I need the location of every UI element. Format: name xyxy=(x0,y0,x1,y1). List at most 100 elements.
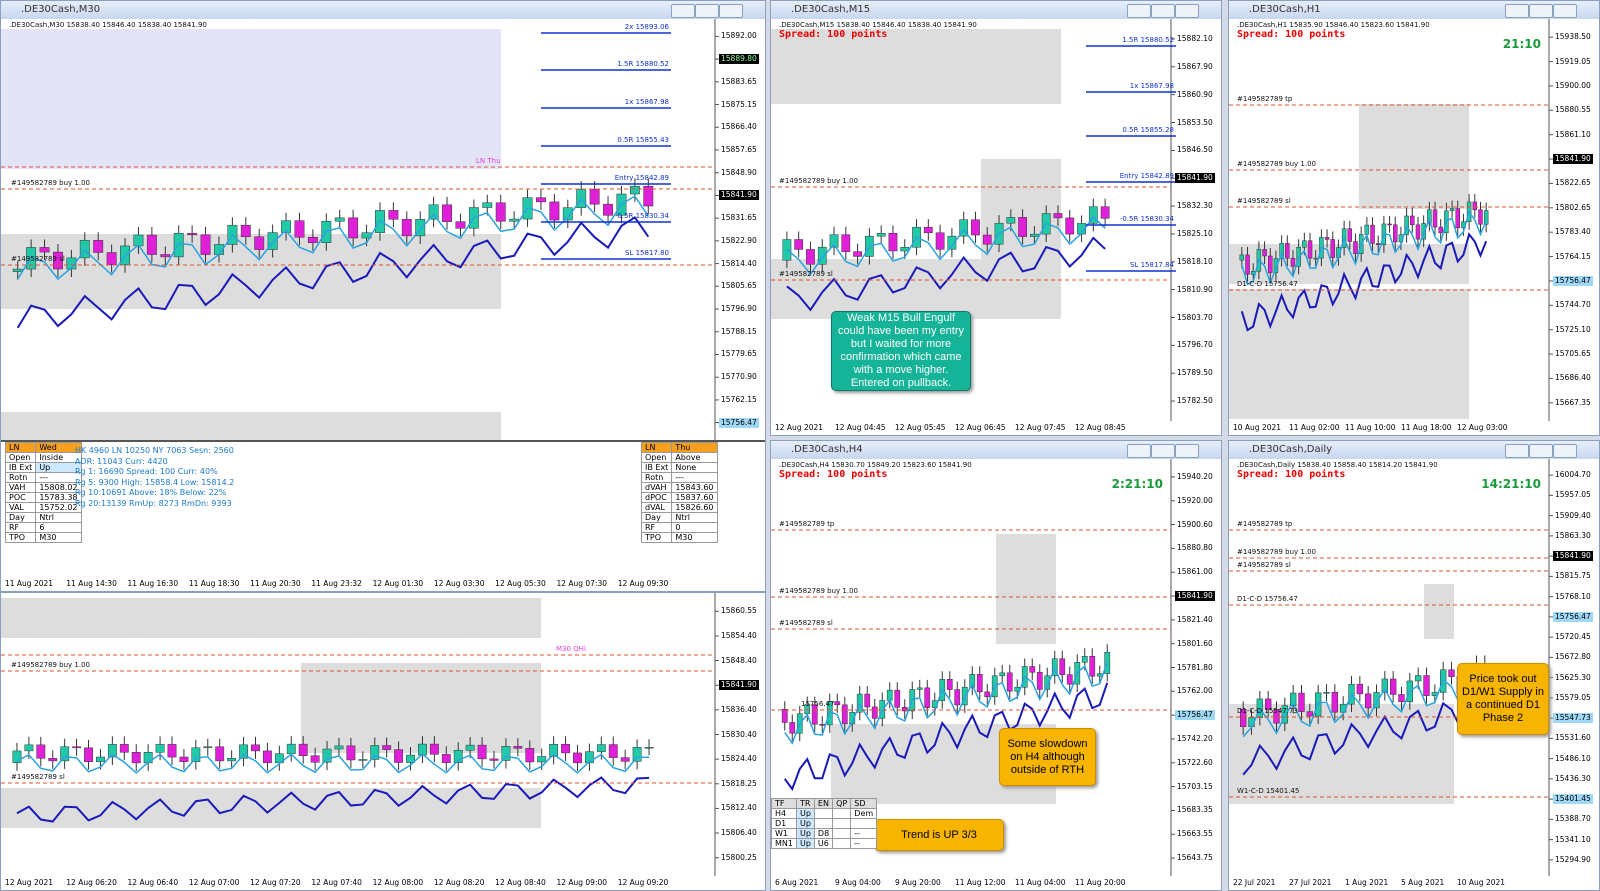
time-label: 12 Aug 03:30 xyxy=(433,579,485,588)
table-cell: -- xyxy=(850,838,878,849)
table-header-cell: QP xyxy=(832,798,852,809)
plot-graphics xyxy=(1229,459,1553,876)
level-label: Entry 15842.89 xyxy=(614,174,669,182)
level-label: SL 15817.84 xyxy=(1130,261,1174,269)
window-button[interactable] xyxy=(695,4,719,18)
window-button[interactable] xyxy=(1175,4,1199,18)
price-label: 15756.47 xyxy=(1553,611,1593,622)
price-label: 15900.60 xyxy=(1177,519,1213,529)
window-button[interactable] xyxy=(719,4,743,18)
price-label: 15848.40 xyxy=(721,655,757,665)
window-button[interactable] xyxy=(1529,444,1553,458)
table-cell: Day xyxy=(640,512,673,523)
time-label: 11 Aug 20:00 xyxy=(1075,878,1126,887)
moving-average xyxy=(16,776,650,823)
window-button[interactable] xyxy=(1553,4,1577,18)
time-label: 11 Aug 04:00 xyxy=(1015,878,1066,887)
stat-line: Rg 10:10691 Above: 18% Below: 22% xyxy=(75,488,227,497)
order-label: #149582789 buy 1.00 xyxy=(779,177,859,185)
price-label: 15841.90 xyxy=(719,190,759,201)
window-button[interactable] xyxy=(1529,4,1553,18)
candle-body xyxy=(644,746,654,749)
candle-body xyxy=(251,744,260,752)
table-cell: IB Ext xyxy=(4,462,37,473)
window-button[interactable] xyxy=(1151,444,1175,458)
level-label: 0.5R 15855.28 xyxy=(1122,126,1174,134)
candle-body xyxy=(267,232,278,250)
price-label: 15883.65 xyxy=(721,76,757,86)
table-row: D1 Up xyxy=(771,818,878,829)
candle-body xyxy=(215,746,225,762)
window-button[interactable] xyxy=(671,4,695,18)
candle-body xyxy=(187,233,198,236)
chart-window: 15860.55 15854.40 15848.40 15841.90 15836.40… xyxy=(0,592,766,891)
table-row: RF 0 xyxy=(640,522,718,533)
candle-body xyxy=(589,188,600,205)
candle-body xyxy=(307,237,318,243)
table-row: MN1 Up U6 -- xyxy=(771,838,878,849)
title-bar: .DE30Cash,M15 xyxy=(771,1,1221,19)
candle-body xyxy=(876,233,886,237)
price-label: 15860.55 xyxy=(721,606,757,616)
candle-body xyxy=(999,672,1006,677)
time-label: 12 Aug 09:30 xyxy=(617,579,669,588)
window-button[interactable] xyxy=(1505,4,1529,18)
window-button[interactable] xyxy=(1127,4,1151,18)
price-label: 15892.00 xyxy=(721,31,757,41)
zone xyxy=(996,534,1056,644)
table-cell: VAH xyxy=(4,482,37,493)
level-label: 1x 15867.98 xyxy=(624,98,669,106)
candle-body xyxy=(382,745,392,750)
candle-body xyxy=(1036,672,1043,690)
candle-body xyxy=(1088,206,1098,224)
candle-body xyxy=(1472,201,1478,211)
table-cell: IB Ext xyxy=(640,462,673,473)
candle-body xyxy=(946,679,953,690)
level-label: Entry 15842.89 xyxy=(1119,172,1174,180)
time-label: 12 Aug 07:00 xyxy=(188,878,240,887)
table-row: VAH 15808.02 xyxy=(4,482,82,493)
window-button[interactable] xyxy=(1151,4,1175,18)
order-label: #149582789 sl xyxy=(1237,197,1291,205)
table-cell: Day xyxy=(4,512,37,523)
candle-body xyxy=(1323,692,1330,694)
time-label: 12 Aug 06:40 xyxy=(127,878,179,887)
candle-body xyxy=(900,246,910,252)
candle-body xyxy=(79,240,90,259)
window-button[interactable] xyxy=(1553,444,1577,458)
time-label: 12 Aug 03:00 xyxy=(1457,423,1508,432)
plot-graphics xyxy=(1229,19,1553,421)
candle-body xyxy=(513,746,523,749)
candle-body xyxy=(1410,215,1415,226)
candle-body xyxy=(254,236,265,250)
time-label: 10 Aug 2021 xyxy=(1233,423,1282,432)
price-label: 15667.35 xyxy=(1555,397,1591,407)
zone xyxy=(1,412,501,440)
candle-body xyxy=(167,744,177,758)
plot-area: .DE30Cash,M30 15838.40 15846.40 15838.40… xyxy=(1,19,765,440)
price-label: 15756.47 xyxy=(719,417,759,428)
window-button[interactable] xyxy=(1127,444,1151,458)
candle-body xyxy=(262,750,272,764)
candle-body xyxy=(1053,213,1063,219)
candle-body xyxy=(632,747,642,762)
price-label: 15388.70 xyxy=(1555,814,1591,824)
title-bar: .DE30Cash,H4 xyxy=(771,441,1221,459)
candle-body xyxy=(620,757,630,762)
moving-average xyxy=(783,682,1109,792)
window-button[interactable] xyxy=(1505,444,1529,458)
level-label: 1.5R 15880.52 xyxy=(1122,36,1174,44)
table-header-cell: EN xyxy=(813,798,834,809)
candle-body xyxy=(240,224,251,238)
price-label: 15802.65 xyxy=(1555,202,1591,212)
table-header-cell: LN xyxy=(640,442,673,453)
table-cell: None xyxy=(671,462,718,473)
price-label: 15686.40 xyxy=(1555,373,1591,383)
window-button[interactable] xyxy=(1175,444,1199,458)
candle-body xyxy=(916,687,923,690)
price-label: 15672.80 xyxy=(1555,652,1591,662)
candle-body xyxy=(191,747,201,762)
table-cell: U6 xyxy=(813,838,834,849)
candle-body xyxy=(1370,224,1375,244)
